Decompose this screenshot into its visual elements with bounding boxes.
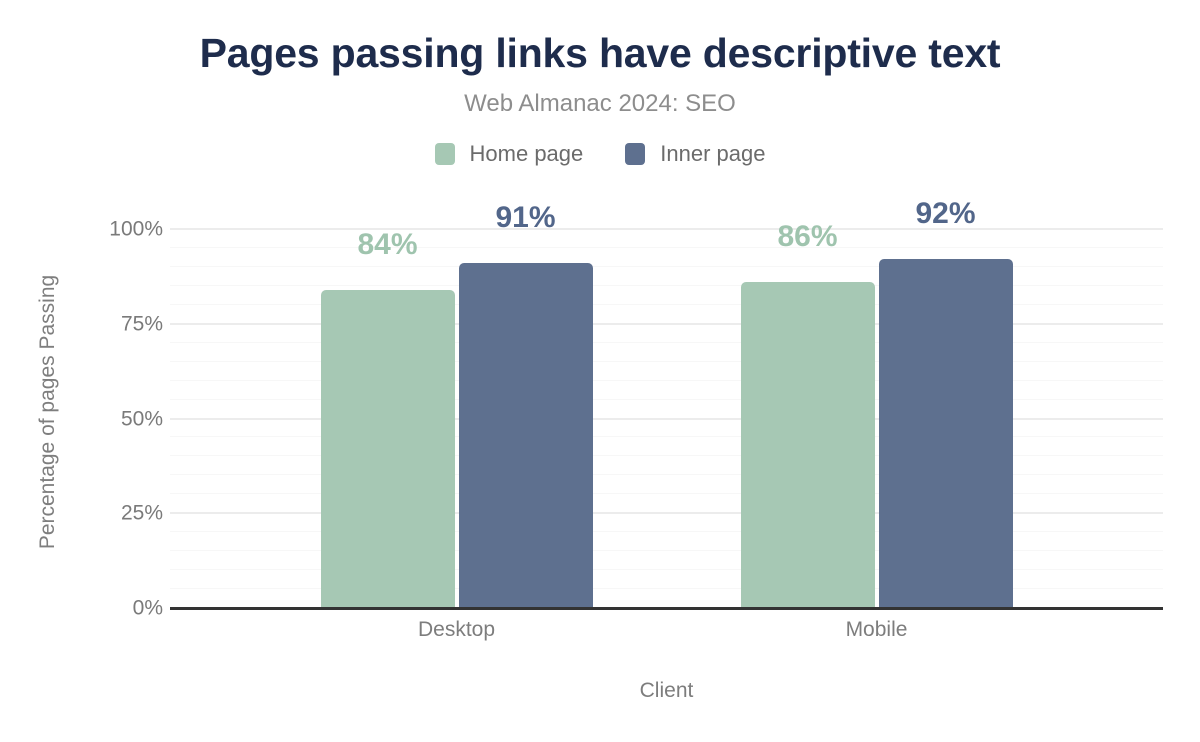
gridline-minor [170,436,1163,438]
legend-label: Inner page [660,141,766,166]
bar-mobile-home-page [740,282,875,608]
gridline-major [170,322,1163,325]
gridline-major [170,228,1163,230]
gridline-minor [170,379,1163,381]
gridline-major [170,512,1163,515]
bar-value-label: 92% [915,197,976,231]
x-category-label-mobile: Mobile [845,618,908,641]
legend-swatch-home-page [434,143,455,165]
y-tick-label: 25% [120,501,163,525]
gridline-minor [170,493,1163,495]
legend-item-inner-page: Inner page [625,141,765,167]
bar-value-label: 91% [495,201,556,235]
gridline-minor [170,531,1163,533]
gridline-minor [170,398,1163,400]
bar-desktop-home-page [320,289,455,608]
gridline-minor [170,246,1163,248]
legend-item-home-page: Home page [434,141,584,167]
gridline-minor [170,265,1163,267]
x-axis-line [170,607,1163,610]
x-category-labels: Desktop Mobile [170,618,1163,648]
gridline-minor [170,303,1163,305]
bar-value-label: 86% [777,220,838,254]
legend: Home page Inner page [0,141,1200,167]
gridline-minor [170,284,1163,286]
y-tick-label: 75% [120,312,163,336]
plot-area: 84% 91% 86% 92% [170,199,1163,608]
legend-swatch-inner-page [625,143,646,165]
bar-value-label: 84% [357,227,418,261]
y-tick-label: 50% [120,407,163,430]
gridline-minor [170,360,1163,362]
gridline-minor [170,455,1163,457]
y-tick-label: 0% [132,596,163,620]
gridline-minor [170,474,1163,476]
legend-label: Home page [469,141,584,166]
gridline-minor [170,588,1163,590]
x-axis-title: Client [639,679,694,702]
chart-title: Pages passing links have descriptive tex… [199,30,1001,76]
bar-mobile-inner-page [878,259,1013,608]
x-category-label-desktop: Desktop [417,618,496,641]
y-axis-tick-labels: 0% 25% 50% 75% 100% [0,219,163,619]
gridline-minor [170,569,1163,571]
gridline-major [170,417,1163,420]
gridline-minor [170,550,1163,552]
chart-subtitle: Web Almanac 2024: SEO [464,90,736,117]
bar-desktop-inner-page [458,263,593,608]
y-tick-label: 100% [109,217,163,241]
gridline-minor [170,341,1163,343]
